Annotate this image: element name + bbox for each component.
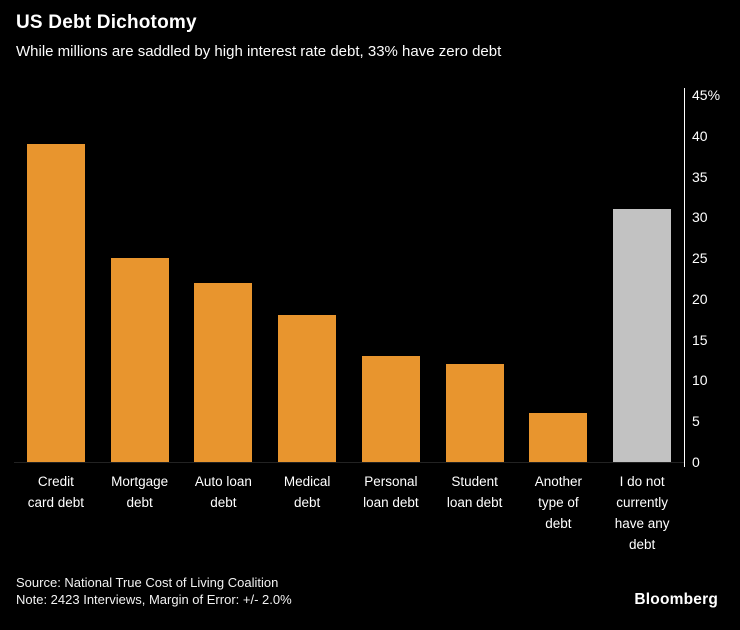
- plot-area: [14, 95, 684, 462]
- y-axis-line: [684, 88, 685, 467]
- x-label-student-loan-debt: Student loan debt: [446, 474, 503, 510]
- source-note: Source: National True Cost of Living Coa…: [16, 575, 279, 590]
- y-tick-45: 45%: [692, 87, 721, 103]
- bar-slot-student-loan-debt: [433, 95, 517, 462]
- bar-slot-mortgage-debt: [98, 95, 182, 462]
- bar-slot-i-do-not-currently-have-any-debt: [600, 95, 684, 462]
- x-label-i-do-not-currently-have-any-debt: I do not currently have any debt: [614, 474, 670, 552]
- bar-slot-auto-loan-debt: [182, 95, 266, 462]
- x-label-credit-card-debt: Credit card debt: [27, 474, 85, 510]
- bloomberg-logo: Bloomberg: [634, 590, 718, 608]
- bar-mortgage-debt: [110, 258, 169, 462]
- bar-slot-another-type-of-debt: [517, 95, 601, 462]
- y-tick-35: 35: [692, 168, 708, 185]
- bar-slot-credit-card-debt: [14, 95, 98, 462]
- bar-student-loan-debt: [445, 364, 504, 462]
- y-axis: 45% 40 35 30 25 20 15 10 5 0: [692, 87, 738, 470]
- y-tick-30: 30: [692, 209, 708, 226]
- chart-title: US Debt Dichotomy: [16, 12, 197, 33]
- y-tick-25: 25: [692, 250, 708, 267]
- chart-footer: Source: National True Cost of Living Coa…: [16, 574, 718, 609]
- bar-medical-debt: [278, 315, 337, 462]
- bar-personal-loan-debt: [361, 356, 420, 462]
- bar-another-type-of-debt: [529, 413, 588, 462]
- x-label-mortgage-debt: Mortgage debt: [111, 474, 169, 510]
- y-tick-10: 10: [692, 372, 708, 389]
- bar-auto-loan-debt: [194, 282, 253, 462]
- y-tick-15: 15: [692, 331, 708, 348]
- chart-header: US Debt Dichotomy While millions are sad…: [16, 12, 724, 60]
- chart-subtitle: While millions are saddled by high inter…: [16, 43, 502, 60]
- x-label-another-type-of-debt: Another type of debt: [534, 474, 583, 531]
- zero-baseline: [14, 462, 684, 463]
- bar-credit-card-debt: [26, 143, 85, 462]
- y-tick-0: 0: [692, 454, 700, 470]
- y-tick-5: 5: [692, 413, 700, 430]
- bar-slot-personal-loan-debt: [349, 95, 433, 462]
- x-label-medical-debt: Medical debt: [283, 474, 331, 510]
- bar-i-do-not-currently-have-any-debt: [613, 209, 672, 462]
- y-tick-40: 40: [692, 127, 708, 144]
- methodology-note: Note: 2423 Interviews, Margin of Error: …: [16, 592, 292, 608]
- x-label-personal-loan-debt: Personal loan debt: [363, 474, 419, 510]
- x-axis-labels: Credit card debt Mortgage debt Auto loan d…: [14, 472, 684, 556]
- x-label-auto-loan-debt: Auto loan debt: [194, 474, 252, 510]
- bar-slot-medical-debt: [265, 95, 349, 462]
- y-tick-20: 20: [692, 290, 708, 307]
- footnotes: Source: National True Cost of Living Coa…: [16, 574, 292, 609]
